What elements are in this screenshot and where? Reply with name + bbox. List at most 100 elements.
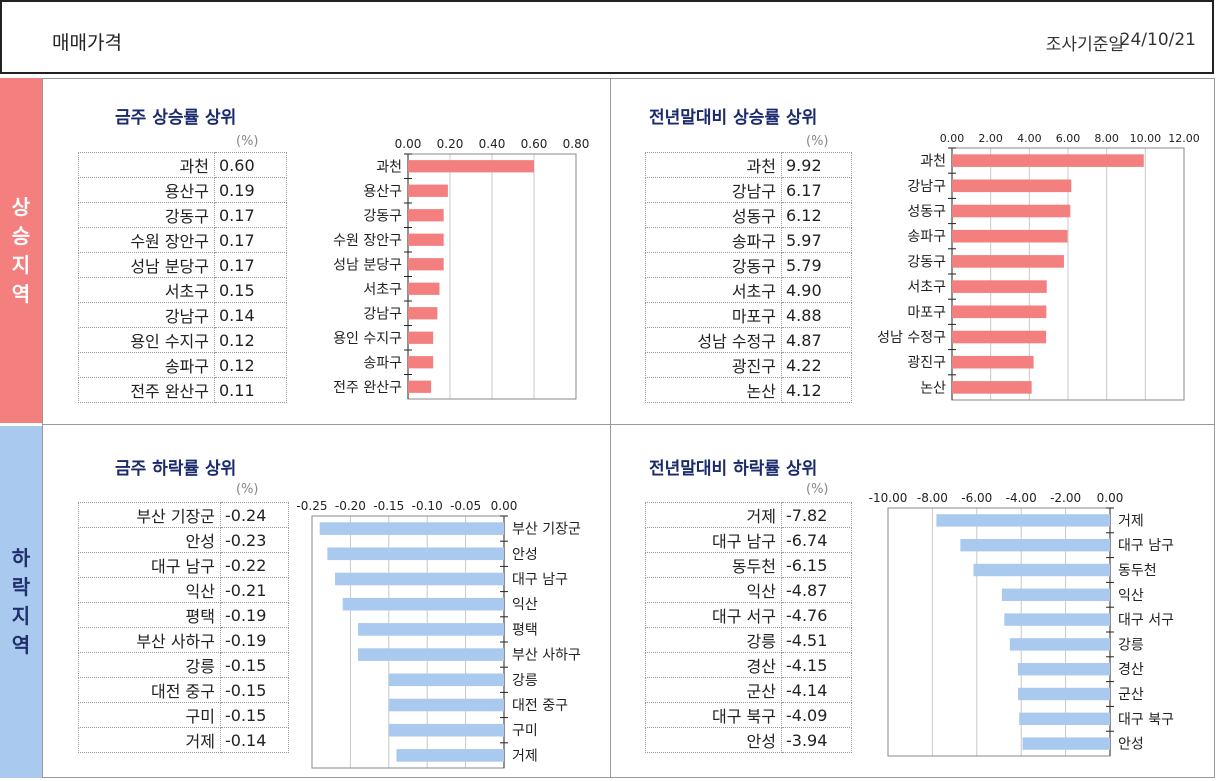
category-label: 광진구 [907,355,946,371]
unit-label: (%) [236,134,259,149]
change-rate-cell: 0.12 [214,327,287,353]
region-name-cell: 과천 [78,152,215,178]
bar [408,331,434,344]
fall-region-sidebar: 하 락 지 역 [0,426,42,778]
bar [408,209,444,222]
bar [408,184,448,197]
table-row: 익산 -0.21 [78,577,289,603]
table-row: 강릉 -4.51 [645,627,852,653]
region-name-cell: 동두천 [645,552,782,578]
bar [952,381,1032,394]
region-name-cell: 성동구 [645,202,782,228]
table-row: 강동구 5.79 [645,252,852,278]
table-row: 마포구 4.88 [645,302,852,328]
x-tick-label: 12.00 [1168,132,1200,145]
change-rate-cell: -4.14 [781,677,852,703]
horizontal-divider [42,424,1215,425]
table-row: 성남 분당구 0.17 [78,252,287,278]
change-rate-cell: -6.15 [781,552,852,578]
region-name-cell: 과천 [645,152,782,178]
bar [408,307,438,320]
unit-label: (%) [236,482,259,497]
change-rate-cell: 5.97 [781,227,852,253]
category-label: 안성 [1118,737,1144,753]
region-name-cell: 부산 사하구 [78,627,221,653]
x-tick-label: 0.00 [940,132,965,145]
change-rate-cell: -4.87 [781,577,852,603]
region-name-cell: 익산 [78,577,221,603]
x-tick-label: 0.80 [563,137,590,151]
region-name-cell: 강릉 [78,652,221,678]
rise-sidebar-char: 역 [11,281,31,306]
change-rate-cell: 0.17 [214,202,287,228]
region-name-cell: 거제 [645,502,782,528]
change-rate-cell: 0.15 [214,277,287,303]
bar [952,280,1047,293]
region-name-cell: 마포구 [645,302,782,328]
category-label: 부산 사하구 [512,648,581,664]
table-row: 용산구 0.19 [78,177,287,203]
category-label: 논산 [920,380,946,396]
category-label: 안성 [512,547,538,563]
region-name-cell: 대전 중구 [78,677,221,703]
category-label: 강남구 [907,179,946,195]
bar [952,255,1064,268]
bar [388,673,504,687]
x-tick-label: 0.60 [521,137,548,151]
bar [952,154,1144,167]
category-label: 용산구 [363,184,402,200]
region-name-cell: 성남 분당구 [78,252,215,278]
category-label: 강남구 [363,306,402,322]
bar [408,380,432,393]
rise-sidebar-char: 상 [11,194,31,219]
panel-title: 전년말대비 하락률 상위 [649,459,818,479]
unit-label: (%) [806,482,829,497]
table-row: 과천 0.60 [78,152,287,178]
region-name-cell: 수원 장안구 [78,227,215,253]
bar [1017,663,1110,676]
table-row: 구미 -0.15 [78,702,289,728]
change-rate-cell: 6.17 [781,177,852,203]
table-row: 부산 기장군 -0.24 [78,502,289,528]
table-row: 대구 남구 -0.22 [78,552,289,578]
table-row: 서초구 0.15 [78,277,287,303]
category-label: 마포구 [907,305,946,321]
change-rate-cell: -0.15 [220,702,289,728]
x-tick-label: 0.40 [479,137,506,151]
table-row: 대전 중구 -0.15 [78,677,289,703]
change-rate-cell: 0.60 [214,152,287,178]
bar [388,723,504,737]
change-rate-cell: 0.17 [214,252,287,278]
vertical-divider [610,78,611,778]
region-name-cell: 강남구 [78,302,215,328]
x-tick-label: -0.15 [373,499,404,513]
change-rate-cell: 6.12 [781,202,852,228]
fall-sidebar-char: 역 [11,633,31,657]
bar [1019,712,1110,725]
table-row: 군산 -4.14 [645,677,852,703]
change-rate-cell: 4.87 [781,327,852,353]
category-label: 송파구 [907,229,946,245]
x-tick-label: -8.00 [917,491,948,505]
bar [396,749,504,762]
x-tick-label: 2.00 [978,132,1003,145]
category-label: 강동구 [907,254,946,270]
region-name-cell: 안성 [78,527,221,553]
x-tick-label: -2.00 [1050,491,1081,505]
table-row: 과천 9.92 [645,152,852,178]
category-label: 서초구 [907,280,946,296]
region-name-cell: 강남구 [645,177,782,203]
change-rate-cell: -0.22 [220,552,289,578]
bar [952,305,1047,319]
bar [952,179,1072,193]
region-name-cell: 평택 [78,602,221,628]
bar [952,204,1071,218]
rise-sidebar-char: 지 [11,252,31,277]
region-name-cell: 익산 [645,577,782,603]
category-label: 경산 [1118,662,1144,678]
region-name-cell: 송파구 [78,352,215,378]
change-rate-cell: 0.17 [214,227,287,253]
category-label: 송파구 [363,355,402,371]
bar [952,229,1068,243]
bar [1022,737,1110,750]
